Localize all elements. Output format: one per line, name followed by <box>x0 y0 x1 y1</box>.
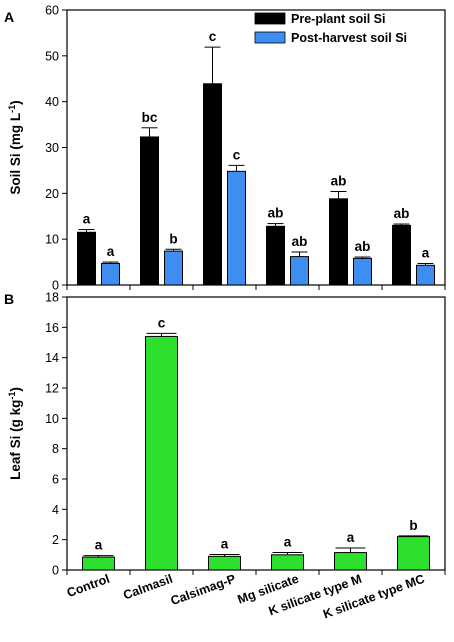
significance-letter: ab <box>331 174 347 189</box>
plot-frame <box>66 9 446 286</box>
significance-letter: c <box>209 29 217 44</box>
significance-letter: bc <box>142 110 158 125</box>
y-tick-label: 16 <box>45 321 59 335</box>
bar <box>266 225 285 286</box>
y-tick-label: 12 <box>45 382 59 396</box>
significance-letter: ab <box>394 206 410 221</box>
y-tick-label: 8 <box>52 442 59 456</box>
y-tick-label: 60 <box>45 4 59 18</box>
y-axis-label-text: Leaf Si (g kg <box>8 400 23 480</box>
y-tick-label: 0 <box>52 564 59 578</box>
y-tick-label: 20 <box>45 187 59 201</box>
bar <box>271 554 304 571</box>
y-axis-label-text: Soil Si (mg L <box>8 113 23 195</box>
significance-letter: a <box>347 530 355 545</box>
y-tick-label: 6 <box>52 473 59 487</box>
bar <box>140 136 159 286</box>
x-tick-label: Control <box>65 572 112 600</box>
x-tick-label: Calmasil <box>121 572 174 603</box>
significance-letter: ab <box>355 239 371 254</box>
significance-letter: a <box>284 535 292 550</box>
bar <box>416 264 435 286</box>
y-tick-label: 10 <box>45 412 59 426</box>
significance-letter: c <box>233 147 241 162</box>
bar <box>77 231 96 286</box>
bar <box>82 556 115 571</box>
bar <box>290 256 309 286</box>
panel-label: B <box>4 291 14 307</box>
bar <box>397 536 430 571</box>
significance-letter: ab <box>292 234 308 249</box>
y-tick-label: 4 <box>52 503 59 517</box>
significance-letter: b <box>409 518 417 533</box>
y-tick-label: 2 <box>52 533 59 547</box>
y-axis-label-exponent: -1 <box>7 392 17 400</box>
significance-letter: a <box>95 538 103 553</box>
significance-letter: a <box>422 245 430 260</box>
y-tick-label: 18 <box>45 291 59 305</box>
y-axis-label-exponent: -1 <box>7 105 17 113</box>
bar <box>208 555 241 571</box>
significance-letter: c <box>158 315 166 330</box>
y-axis-label: Soil Si (mg L-1) <box>7 100 23 194</box>
bar <box>227 170 246 286</box>
significance-letter: b <box>169 231 177 246</box>
y-axis-label: Leaf Si (g kg-1) <box>7 387 23 480</box>
bar <box>334 552 367 571</box>
legend-swatch <box>254 12 286 25</box>
significance-letter: a <box>221 537 229 552</box>
y-axis-label-close: ) <box>8 387 23 392</box>
y-tick-label: 50 <box>45 49 59 63</box>
bar <box>353 257 372 286</box>
panel-label: A <box>4 9 14 25</box>
plot-frame <box>66 296 446 571</box>
legend-swatch <box>254 31 286 44</box>
significance-letter: ab <box>268 206 284 221</box>
y-axis-label-close: ) <box>8 100 23 105</box>
y-tick-label: 10 <box>45 233 59 247</box>
y-tick-label: 40 <box>45 95 59 109</box>
y-tick-label: 30 <box>45 141 59 155</box>
bar <box>203 83 222 286</box>
bar <box>101 262 120 286</box>
y-tick-label: 0 <box>52 279 59 293</box>
y-tick-label: 14 <box>45 351 59 365</box>
bar <box>329 198 348 286</box>
bar <box>164 250 183 286</box>
significance-letter: a <box>107 244 115 259</box>
legend-label: Pre-plant soil Si <box>291 12 385 26</box>
legend-label: Post-harvest soil Si <box>291 31 407 45</box>
significance-letter: a <box>83 212 91 227</box>
bar <box>392 224 411 286</box>
x-tick-label: Calsimag-P <box>169 572 238 608</box>
bar <box>145 335 178 571</box>
